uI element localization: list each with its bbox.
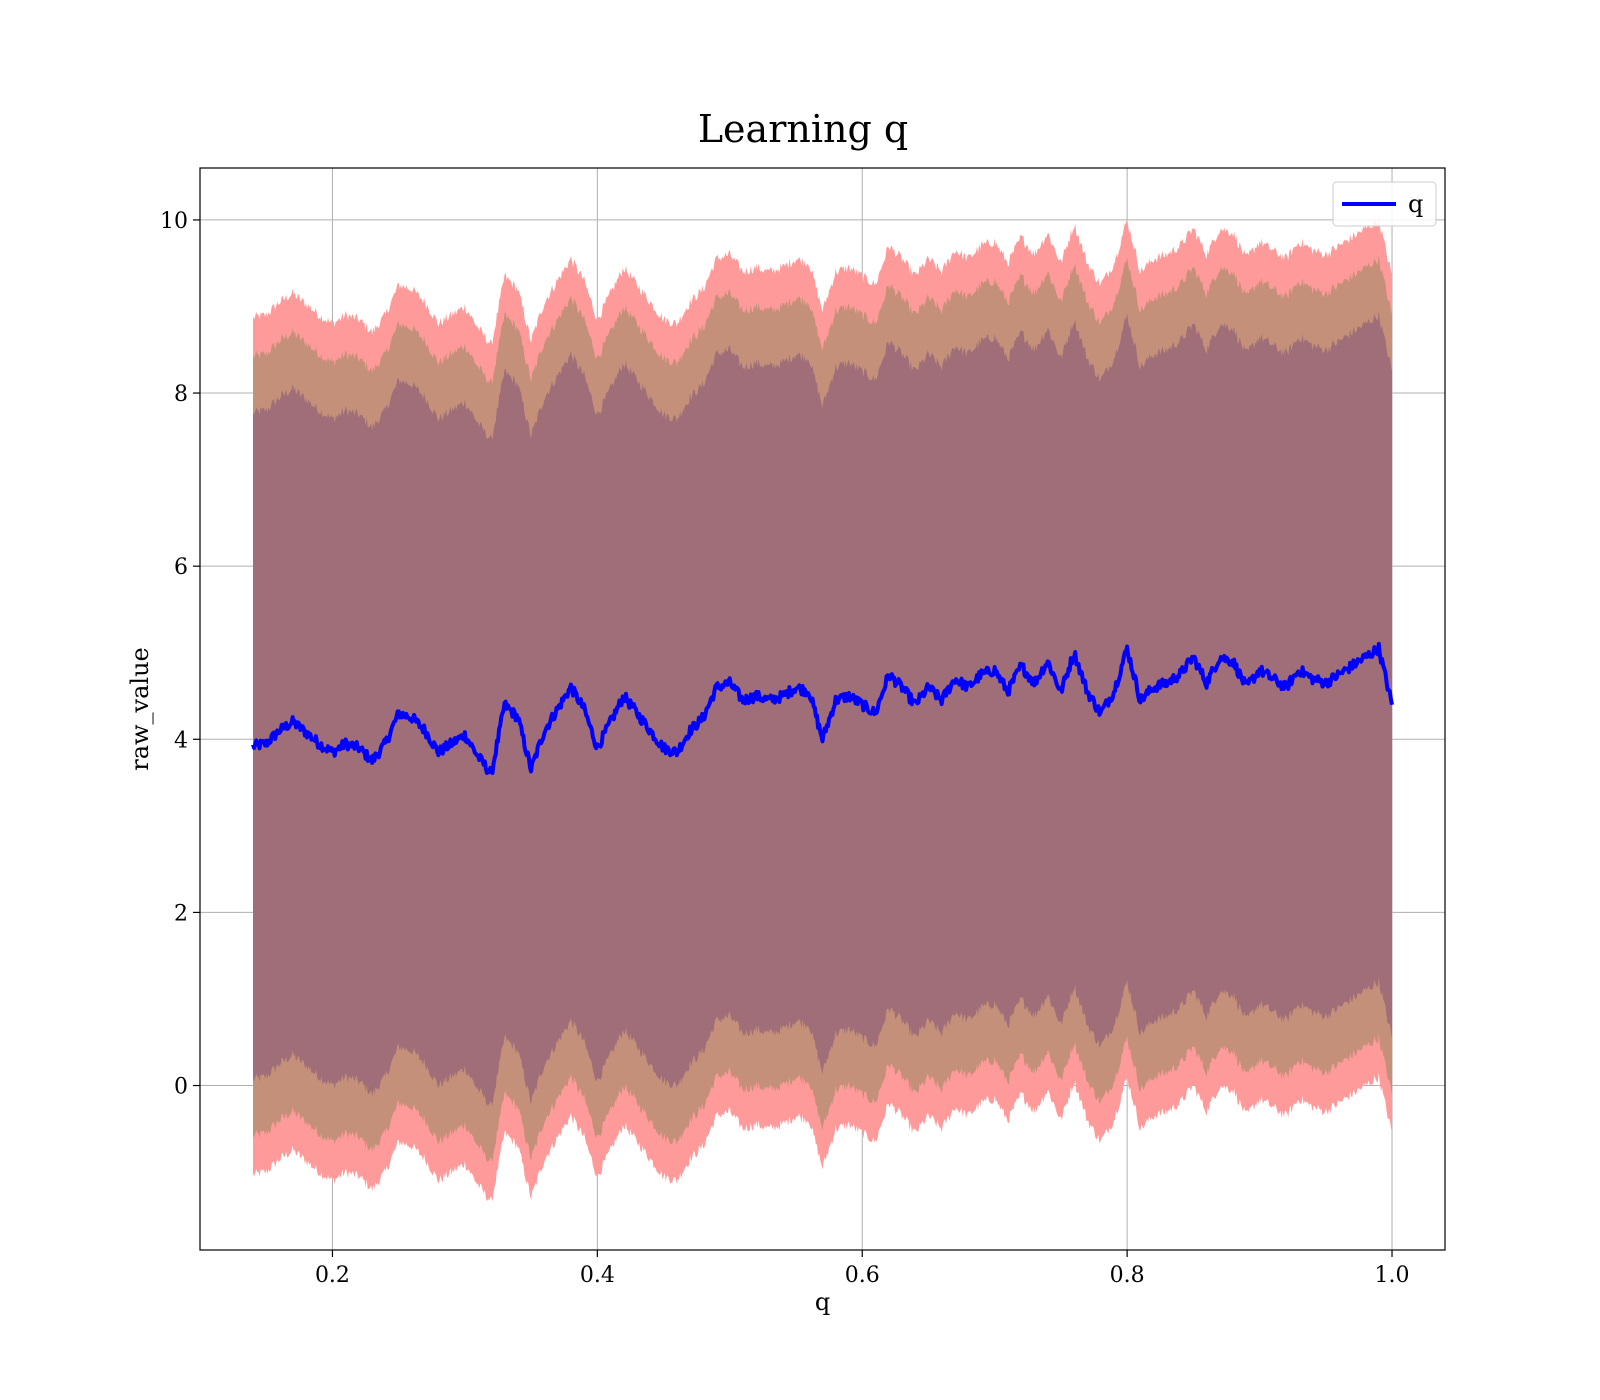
y-tick-label: 8 <box>174 382 188 407</box>
y-tick-label: 10 <box>160 209 188 234</box>
tick-layer: 0.2 0.4 0.6 0.8 1.0 0 2 4 6 8 10 <box>160 209 1410 1288</box>
plot-frame <box>199 167 1446 1251</box>
y-tick-label: 0 <box>174 1075 188 1100</box>
x-tick-label: 0.8 <box>1110 1263 1145 1288</box>
legend-label: q <box>1408 190 1423 218</box>
series-line-q <box>251 641 1394 775</box>
x-tick-label: 0.4 <box>580 1263 615 1288</box>
line-layer <box>251 641 1394 775</box>
y-axis-label: raw_value <box>126 647 154 771</box>
band-inner <box>253 310 1392 1107</box>
chart-title: Learning q <box>698 107 908 151</box>
x-axis-label: q <box>815 1288 830 1316</box>
legend: q <box>1332 181 1437 227</box>
y-tick-label: 2 <box>174 901 188 926</box>
y-tick-label: 4 <box>174 728 188 753</box>
y-tick-label: 6 <box>174 555 188 580</box>
band-layer <box>253 215 1392 1202</box>
x-tick-label: 1.0 <box>1375 1263 1410 1288</box>
x-tick-label: 0.2 <box>315 1263 350 1288</box>
x-tick-label: 0.6 <box>845 1263 880 1288</box>
